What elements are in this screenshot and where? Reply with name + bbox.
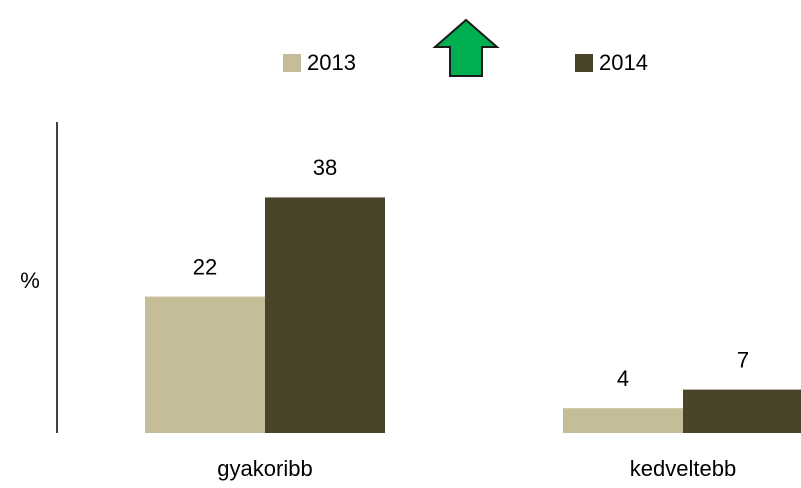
bar — [265, 197, 385, 433]
legend-label: 2013 — [307, 50, 356, 75]
x-tick-label: gyakoribb — [217, 456, 312, 481]
data-label: 7 — [737, 347, 749, 372]
bar — [145, 296, 265, 433]
data-label: 22 — [193, 254, 217, 279]
bar — [683, 389, 801, 433]
y-axis-label: % — [20, 268, 40, 293]
data-label: 38 — [313, 155, 337, 180]
trend-arrow — [432, 18, 500, 77]
legend-label: 2014 — [599, 50, 648, 75]
data-label: 4 — [617, 366, 629, 391]
legend-swatch — [575, 54, 593, 72]
x-tick-label: kedveltebb — [630, 456, 736, 481]
bar — [563, 408, 683, 433]
legend-swatch — [283, 54, 301, 72]
